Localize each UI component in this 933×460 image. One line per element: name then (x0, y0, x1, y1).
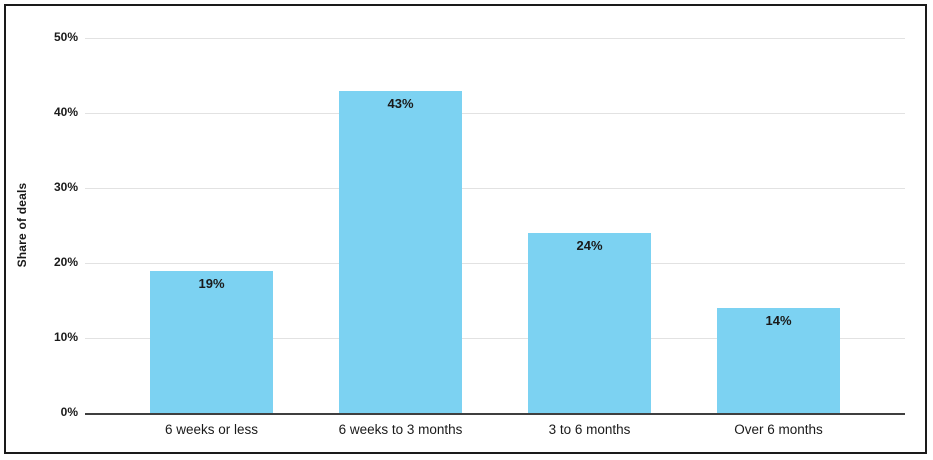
bar: 14% (717, 308, 840, 413)
y-tick-label: 20% (53, 255, 78, 269)
y-tick-label: 40% (53, 105, 78, 119)
y-tick-label: 50% (53, 30, 78, 44)
x-category-label: 3 to 6 months (548, 422, 631, 437)
gridline (85, 112, 905, 114)
bar-value-label: 24% (576, 238, 603, 253)
x-axis-line (85, 413, 905, 415)
gridline (85, 337, 905, 339)
bar: 24% (528, 233, 651, 413)
bar: 19% (150, 270, 273, 413)
y-tick-label: 30% (53, 180, 78, 194)
gridline (85, 262, 905, 264)
bar-value-label: 19% (198, 275, 225, 291)
x-category-label: Over 6 months (734, 422, 823, 437)
bar: 43% (339, 90, 462, 413)
bar-value-label: 14% (765, 313, 792, 328)
y-tick-label: 10% (53, 330, 78, 344)
gridline (85, 37, 905, 39)
gridline (85, 187, 905, 189)
y-tick-label: 0% (60, 405, 78, 419)
x-category-label: 6 weeks or less (164, 422, 259, 437)
bar-value-label: 43% (387, 95, 414, 111)
x-category-label: 6 weeks to 3 months (338, 422, 463, 437)
